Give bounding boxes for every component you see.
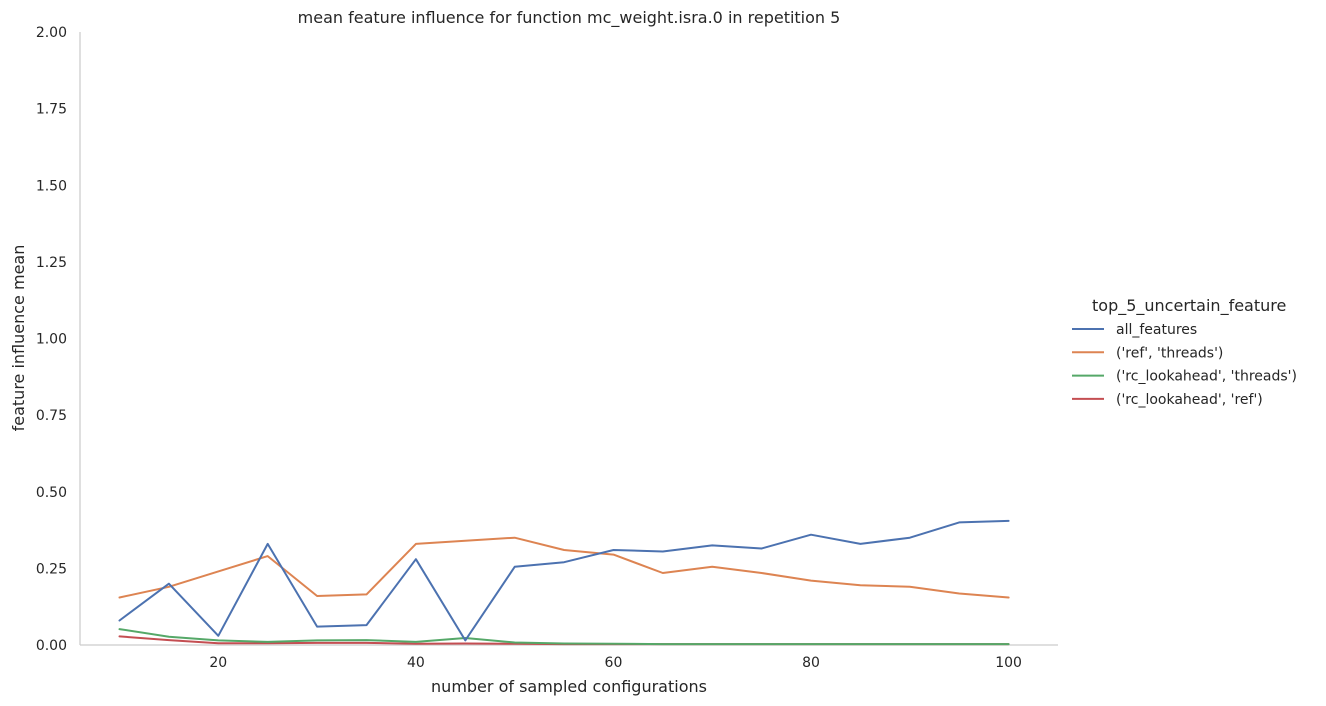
y-tick-label: 2.00 (36, 25, 67, 41)
legend-label: ('ref', 'threads') (1116, 345, 1223, 361)
y-tick-label: 1.00 (36, 332, 67, 348)
legend-label: ('rc_lookahead', 'threads') (1116, 369, 1297, 385)
y-tick-label: 1.75 (36, 102, 67, 118)
y-tick-label: 1.50 (36, 178, 67, 194)
x-axis-label: number of sampled configurations (431, 677, 707, 696)
x-tick-label: 60 (605, 655, 623, 671)
y-axis-label: feature influence mean (9, 245, 28, 432)
y-tick-label: 0.50 (36, 485, 67, 501)
x-tick-label: 100 (995, 655, 1022, 671)
y-tick-label: 0.00 (36, 638, 67, 654)
x-tick-label: 40 (407, 655, 425, 671)
legend: top_5_uncertain_feature all_features ('re… (1072, 296, 1297, 408)
x-tick-labels: 20 40 60 80 100 (209, 655, 1022, 671)
series-line-rc-lookahead-threads (118, 628, 1010, 646)
y-tick-label: 0.75 (36, 408, 67, 424)
y-tick-labels: 0.00 0.25 0.50 0.75 1.00 1.25 1.50 1.75 2.00 (36, 25, 67, 654)
y-tick-label: 1.25 (36, 255, 67, 271)
legend-label: all_features (1116, 322, 1197, 338)
axes (79, 32, 1058, 646)
chart-title: mean feature influence for function mc_w… (298, 8, 841, 28)
legend-items: all_features ('ref', 'threads') ('rc_looka… (1072, 322, 1297, 408)
x-tick-label: 20 (209, 655, 227, 671)
series-line-ref-threads (118, 536, 1010, 599)
legend-label: ('rc_lookahead', 'ref') (1116, 392, 1263, 408)
legend-title: top_5_uncertain_feature (1092, 296, 1286, 316)
x-tick-label: 80 (802, 655, 820, 671)
series-line-all-features (118, 519, 1010, 642)
y-tick-label: 0.25 (36, 561, 67, 577)
series-lines (118, 519, 1010, 646)
